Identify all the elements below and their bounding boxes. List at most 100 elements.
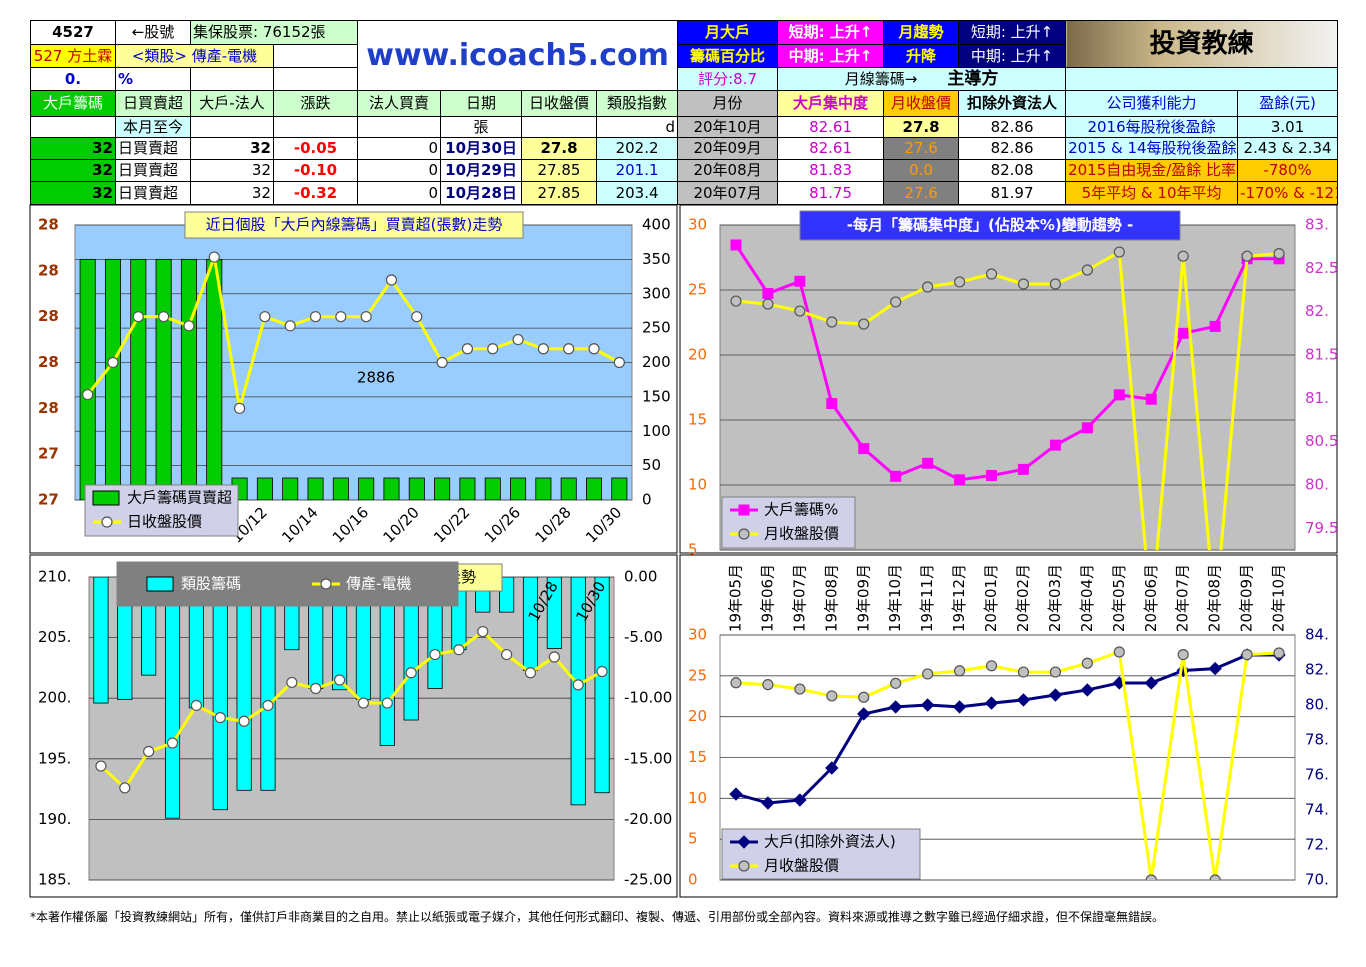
line-marker	[922, 457, 934, 469]
y2-tick-label: 300	[642, 284, 671, 302]
line-marker	[429, 648, 441, 661]
line-marker	[1177, 648, 1189, 661]
legend-marker	[737, 835, 751, 849]
y2-tick-label: 79.5	[1305, 519, 1338, 537]
header-cell: 20年07月	[677, 181, 779, 205]
y-tick-label: 28	[38, 353, 59, 371]
legend-label: 類股籌碼	[181, 575, 241, 593]
cell-text: 日買賣超	[118, 161, 179, 179]
y2-tick-label: 100	[642, 422, 671, 440]
header-cell: 20年10月	[677, 116, 779, 138]
cell-text: 20年07月	[693, 183, 762, 202]
header-cell: 10月30日	[440, 137, 523, 160]
cell-text: 32	[251, 161, 271, 179]
chart-title-box	[799, 210, 1181, 241]
cell-text: 類股指數	[607, 94, 668, 112]
y-tick-label: 30	[688, 216, 707, 234]
y-tick-label: 15	[688, 411, 707, 429]
y-tick-label: 27	[38, 445, 59, 463]
header-cell: 公司獲利能力	[1065, 90, 1239, 117]
header-cell: 82.61	[777, 137, 885, 160]
header-cell: 0.	[30, 67, 116, 91]
y-tick-label: 28	[38, 307, 59, 325]
bar	[130, 258, 147, 500]
bar	[499, 577, 515, 613]
legend-label: 日收盤股價	[127, 513, 202, 531]
line-marker	[572, 679, 584, 691]
y-tick-label: 10	[688, 789, 707, 807]
header-cell: 漲跌	[272, 90, 359, 117]
cell-text: 2015 & 14每股稅後盈餘	[1068, 139, 1237, 157]
line-marker	[537, 343, 549, 355]
bar	[256, 477, 273, 500]
header-cell: 投資教練	[1065, 20, 1339, 68]
line-marker	[858, 443, 870, 455]
line-marker	[729, 787, 743, 801]
y2-tick-label: 150	[642, 387, 671, 405]
line-marker	[794, 275, 806, 287]
line-marker	[1209, 320, 1221, 332]
header-row: 527 方土霖 <類股> 傳產-電機 籌碼百分比 中期: 上升↑ 升降 中期: 上升↑	[30, 44, 1338, 68]
legend-label: 大戶籌碼買賣超	[127, 489, 232, 507]
bar	[332, 477, 349, 500]
y-tick-label: 185.	[38, 871, 71, 889]
y2-tick-label: 80.	[1305, 476, 1329, 494]
y-tick-label: 28	[38, 216, 59, 234]
line-marker	[1177, 327, 1189, 339]
header-cell: 升降	[883, 44, 960, 68]
y2-tick-label: 0.00	[624, 568, 657, 586]
line-marker	[208, 251, 220, 263]
y2-tick-label: 82.	[1305, 661, 1329, 679]
line-marker	[436, 356, 448, 369]
y2-tick-label: 350	[642, 250, 671, 268]
cell-text: <類股> 傳產-電機	[131, 46, 258, 65]
x-tick-label: 20年10月	[1270, 564, 1288, 632]
header-cell: 中期: 上升↑	[958, 44, 1067, 68]
cell-text: www.icoach5.com	[366, 37, 669, 73]
line-marker	[1017, 278, 1030, 290]
cell-text: 10月30日	[445, 139, 517, 157]
bar	[408, 477, 425, 500]
x-tick-label: 19年12月	[950, 564, 968, 632]
header-cell: 類股指數	[596, 90, 679, 117]
line-marker	[1017, 666, 1030, 678]
header-row: 0.% 評分:8.7 月線籌碼→ 主導方	[30, 67, 1339, 91]
bar	[484, 477, 501, 500]
header-cell: 日期	[440, 90, 523, 117]
line-marker	[132, 311, 144, 323]
line-marker	[411, 311, 423, 323]
x-tick-label: 19年07月	[790, 564, 808, 632]
line-marker	[477, 625, 489, 638]
cell-text: 大戶-法人	[199, 94, 265, 112]
y2-tick-label: 70.	[1305, 871, 1329, 889]
cell-text: 中期: 上升↑	[788, 46, 873, 65]
y2-tick-label: 80.	[1305, 696, 1329, 714]
cell-text: 202.2	[615, 139, 659, 157]
bar	[522, 577, 539, 671]
header-cell: 4527	[30, 20, 116, 45]
header-cell: 27.8	[883, 116, 960, 138]
cell-text: 本月至今	[122, 117, 183, 136]
x-tick-label: 19年11月	[918, 564, 936, 632]
line-marker	[888, 700, 903, 714]
line-marker	[985, 660, 998, 672]
bar	[586, 477, 603, 500]
cell-text: 82.08	[990, 161, 1034, 179]
header-cell: 大戶籌碼	[30, 90, 116, 117]
header-cell: <類股> 傳產-電機	[115, 44, 274, 68]
header-cell: ←股號	[115, 20, 191, 45]
bar	[260, 577, 276, 791]
header-cell: 5年平均 & 10年平均	[1065, 181, 1239, 205]
line-marker	[826, 690, 838, 702]
stock-header-table: 4527 ←股號 集保股票: 76152張 www.icoach5.com 月大戶 短期:…	[30, 20, 1339, 205]
header-row: 32 日買賣超 32 -0.05 0 10月30日 27.8 202.2 20年09月 82.61…	[30, 137, 1339, 160]
header-cell: 2015自由現金/盈餘 比率	[1065, 159, 1239, 182]
bar	[459, 477, 476, 500]
y2-tick-label: -10.00	[624, 689, 672, 707]
header-cell: -170% & -121%	[1237, 181, 1339, 205]
line-marker	[761, 796, 775, 810]
cell-text: 0.0	[909, 161, 933, 179]
header-cell: 0	[357, 137, 442, 160]
header-cell: 短期: 上升↑	[777, 20, 885, 45]
line-marker	[461, 343, 474, 355]
